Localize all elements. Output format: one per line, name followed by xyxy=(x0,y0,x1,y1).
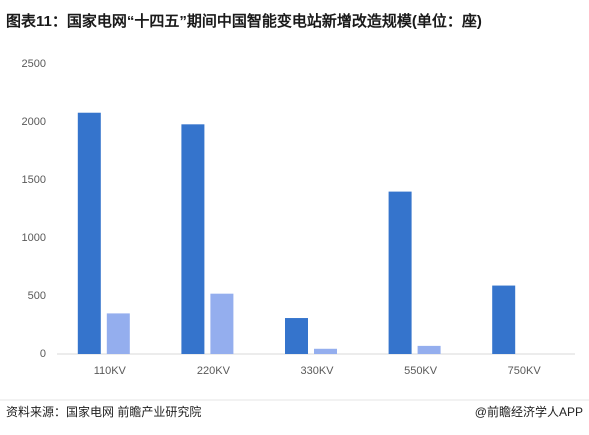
bar xyxy=(77,112,101,354)
bar xyxy=(388,191,412,354)
bar xyxy=(417,345,441,354)
x-tick-label: 110KV xyxy=(94,365,127,377)
bar xyxy=(210,293,234,354)
y-tick-label: 0 xyxy=(40,348,46,360)
bar xyxy=(314,348,337,354)
bar xyxy=(181,124,205,354)
x-tick-label: 750KV xyxy=(508,365,542,377)
y-tick-label: 2500 xyxy=(22,58,46,70)
bar xyxy=(106,313,130,354)
y-tick-label: 1500 xyxy=(22,174,46,186)
x-tick-label: 330KV xyxy=(300,365,334,377)
x-tick-label: 550KV xyxy=(404,365,438,377)
brand: @前瞻经济学人APP xyxy=(475,404,583,419)
bar xyxy=(285,318,308,354)
chart-title: 图表11：国家电网“十四五”期间中国智能变电站新增改造规模(单位：座) xyxy=(6,12,482,30)
y-tick-label: 1000 xyxy=(22,232,46,244)
bar xyxy=(492,285,516,354)
y-tick-label: 500 xyxy=(28,290,46,302)
source: 资料来源：国家电网 前瞻产业研究院 xyxy=(6,404,201,419)
y-tick-label: 2000 xyxy=(22,116,46,128)
x-tick-label: 220KV xyxy=(197,365,231,377)
